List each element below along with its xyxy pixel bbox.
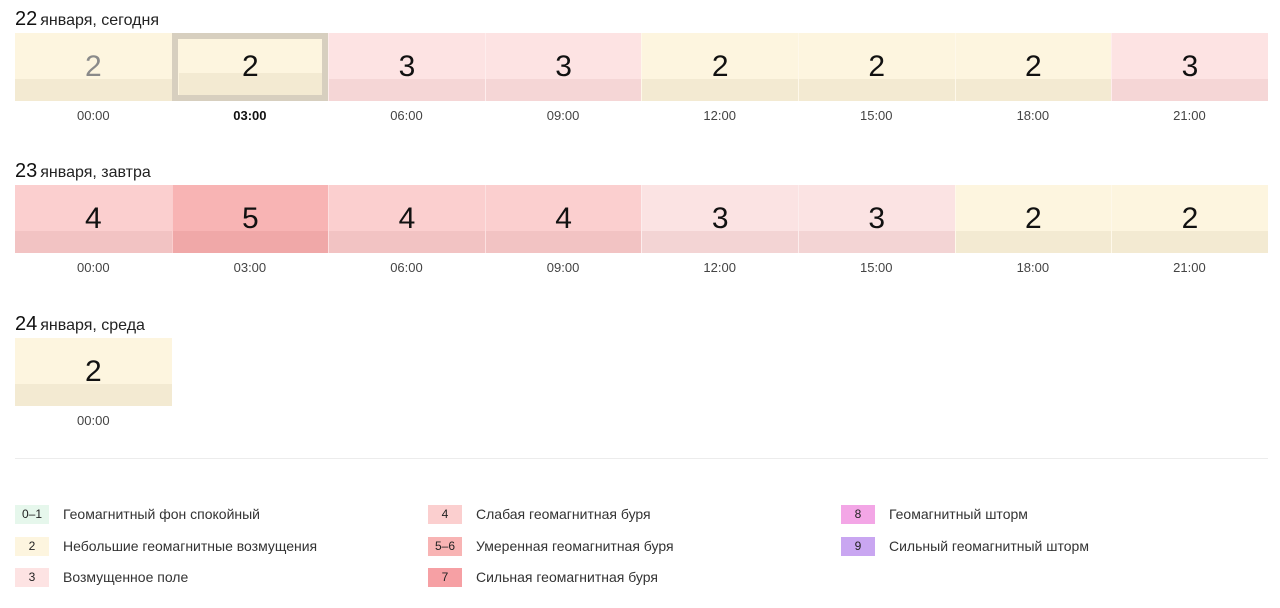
kp-cell[interactable]: 5 (171, 185, 329, 253)
kp-value: 3 (868, 202, 886, 235)
legend-item: 4 Слабая геомагнитная буря (428, 504, 651, 524)
time-label: 09:00 (546, 108, 580, 123)
kp-row: 2 2 3 3 2 2 2 3 (15, 33, 1268, 101)
kp-value: 3 (711, 202, 729, 235)
legend-badge: 2 (15, 536, 49, 556)
time-label: 06:00 (390, 108, 423, 123)
time-label: 15:00 (859, 108, 893, 123)
time-row: 00:00 (15, 413, 172, 428)
time-label: 00:00 (77, 108, 110, 123)
kp-cell[interactable]: 4 (328, 185, 485, 253)
kp-value: 2 (84, 355, 102, 388)
kp-value: 4 (555, 202, 572, 235)
legend-label: Геомагнитный шторм (889, 506, 1028, 522)
time-label: 15:00 (859, 260, 893, 275)
kp-value: 4 (84, 202, 102, 235)
legend-item: 3 Возмущенное поле (15, 567, 188, 587)
legend-badge: 4 (428, 504, 462, 524)
time-label: 21:00 (1173, 260, 1206, 275)
divider (15, 458, 1268, 459)
time-label: 00:00 (77, 413, 110, 428)
time-label: 21:00 (1173, 108, 1206, 123)
legend-item: 7 Сильная геомагнитная буря (428, 567, 658, 587)
kp-value: 3 (398, 50, 416, 83)
legend-item: 5–6 Умеренная геомагнитная буря (428, 536, 674, 556)
legend-label: Сильный геомагнитный шторм (889, 538, 1089, 554)
kp-value: 2 (1025, 50, 1042, 83)
legend-label: Умеренная геомагнитная буря (476, 538, 674, 554)
day-label: января, сегодня (40, 12, 160, 29)
time-label: 03:00 (233, 260, 267, 275)
kp-value: 4 (398, 202, 416, 235)
time-label: 12:00 (703, 108, 736, 123)
time-label: 18:00 (1016, 108, 1050, 123)
kp-value: 2 (242, 50, 259, 83)
day-number: 23 (15, 160, 38, 182)
day-title: 23 января, завтра (15, 160, 151, 182)
kp-cell-current[interactable]: 2 (171, 33, 329, 101)
legend-badge: 7 (428, 567, 462, 587)
legend-label: Геомагнитный фон спокойный (63, 506, 260, 522)
time-row: 00:00 03:00 06:00 09:00 12:00 15:00 18:0… (15, 108, 1268, 123)
legend-item: 9 Сильный геомагнитный шторм (841, 536, 1089, 556)
legend-badge: 3 (15, 567, 49, 587)
day-label: января, завтра (40, 164, 151, 181)
time-label: 18:00 (1016, 260, 1050, 275)
legend-badge: 8 (841, 504, 875, 524)
kp-value: 2 (84, 50, 102, 83)
kp-cell[interactable]: 2 (1111, 185, 1268, 253)
kp-cell[interactable]: 2 (641, 33, 798, 101)
legend-badge: 9 (841, 536, 875, 556)
kp-row: 2 (15, 338, 172, 406)
day-number: 22 (15, 8, 38, 30)
legend-label: Слабая геомагнитная буря (476, 506, 651, 522)
day-title: 24 января, среда (15, 313, 145, 335)
kp-value: 2 (868, 50, 886, 83)
kp-value: 3 (1181, 50, 1199, 83)
time-label: 12:00 (703, 260, 736, 275)
time-label: 09:00 (546, 260, 580, 275)
kp-row: 4 5 4 4 3 3 2 2 (15, 185, 1268, 253)
kp-cell[interactable]: 4 (15, 185, 172, 253)
kp-cell[interactable]: 2 (954, 33, 1112, 101)
time-label: 06:00 (390, 260, 423, 275)
day-number: 24 (15, 313, 38, 335)
time-label: 00:00 (77, 260, 110, 275)
legend-label: Возмущенное поле (63, 569, 189, 585)
kp-value: 2 (1181, 202, 1199, 235)
kp-cell[interactable]: 2 (15, 33, 172, 101)
kp-cell[interactable]: 3 (484, 33, 642, 101)
legend-item: 0–1 Геомагнитный фон спокойный (15, 504, 260, 524)
kp-cell[interactable]: 2 (797, 33, 955, 101)
kp-cell[interactable]: 2 (15, 338, 172, 406)
kp-cell[interactable]: 4 (484, 185, 642, 253)
kp-value: 2 (1025, 202, 1042, 235)
kp-cell[interactable]: 3 (797, 185, 955, 253)
day-label: января, среда (40, 317, 145, 334)
kp-cell[interactable]: 3 (328, 33, 485, 101)
time-row: 00:00 03:00 06:00 09:00 12:00 15:00 18:0… (15, 260, 1268, 275)
legend-label: Небольшие геомагнитные возмущения (63, 538, 318, 554)
legend-item: 8 Геомагнитный шторм (841, 504, 1028, 524)
kp-cell[interactable]: 3 (1111, 33, 1268, 101)
kp-cell[interactable]: 2 (954, 185, 1112, 253)
time-label-current: 03:00 (233, 108, 267, 123)
legend-badge: 0–1 (15, 504, 49, 524)
legend-item: 2 Небольшие геомагнитные возмущения (15, 536, 317, 556)
legend-badge: 5–6 (428, 536, 462, 556)
day-title: 22 января, сегодня (15, 8, 159, 30)
kp-value: 3 (555, 50, 572, 83)
kp-cell[interactable]: 3 (641, 185, 798, 253)
legend-label: Сильная геомагнитная буря (476, 569, 658, 585)
kp-value: 2 (711, 50, 729, 83)
kp-value: 5 (242, 202, 259, 235)
